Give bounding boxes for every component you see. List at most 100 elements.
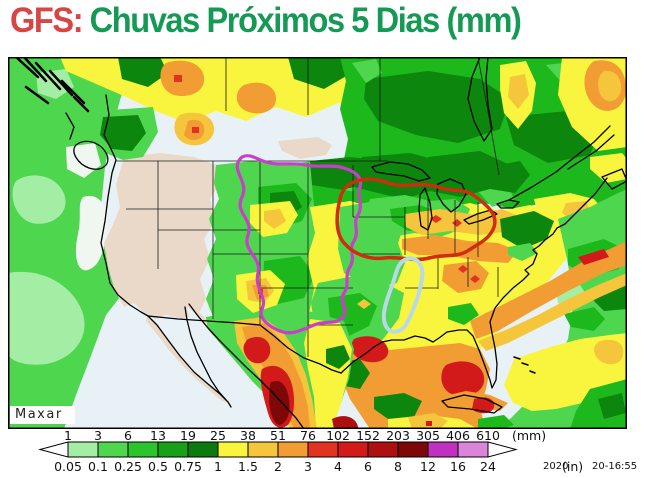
- legend-in-row: 2020 20-16:55 0.05 0.1 0.25 0.5 0.75 1 1.5 2 3 4 6…: [0, 459, 654, 474]
- legend-tick-label: 6: [364, 459, 372, 474]
- blue-outlook-contour: [381, 256, 425, 334]
- precip-region: [402, 235, 518, 263]
- contour-layer: [235, 154, 497, 335]
- precip-region: [269, 380, 290, 425]
- legend-tick-label: 3: [94, 428, 102, 443]
- legend-tick-label: 25: [210, 428, 226, 443]
- legend-tick-label: 3: [304, 459, 312, 474]
- precip-region: [192, 127, 199, 133]
- precip-region: [598, 70, 622, 102]
- precip-region: [12, 175, 66, 224]
- precip-region: [578, 249, 609, 265]
- precip-region: [352, 59, 382, 83]
- cuba-coastline: [441, 394, 503, 414]
- province-borders: [225, 57, 500, 176]
- legend-tick-label: 19: [180, 428, 196, 443]
- legend-tick-label: 0.1: [88, 459, 108, 474]
- legend-tick-label: 610: [476, 428, 500, 443]
- legend-color-cell: [127, 441, 159, 458]
- legend-color-cell: [307, 441, 339, 458]
- legend-tick-label: 0.05: [54, 459, 82, 474]
- legend-tick-label: 1.5: [238, 459, 258, 474]
- lake-superior: [371, 161, 431, 182]
- precip-region: [332, 416, 358, 429]
- precip-region: [448, 303, 479, 325]
- haida-gwaii: [65, 112, 75, 140]
- precip-region: [187, 306, 252, 381]
- precip-region: [104, 153, 220, 319]
- lake-huron: [436, 178, 467, 213]
- color-scale-legend: 1 3 6 13 19 25 38 51 76 102 152 203 305 406 610 (mm) 20…: [0, 428, 654, 478]
- st-lawrence-river: [508, 125, 615, 201]
- lake-ontario: [496, 199, 520, 209]
- legend-color-cell: [277, 441, 309, 458]
- precip-region: [472, 397, 495, 414]
- legend-tick-label: 2: [274, 459, 282, 474]
- legend-color-cell: [397, 441, 429, 458]
- precip-region: [442, 261, 489, 293]
- lake-michigan: [418, 187, 433, 231]
- precip-region: [564, 307, 605, 331]
- timestamp-time: 20-16:55: [592, 461, 638, 472]
- precip-region: [326, 345, 350, 369]
- legend-tick-label: 0.75: [174, 459, 202, 474]
- precip-region: [470, 241, 627, 339]
- legend-color-cell: [337, 441, 369, 458]
- legend-tick-label: 12: [420, 459, 436, 474]
- legend-colorbar: [38, 441, 518, 458]
- legend-tick-label: 6: [124, 428, 132, 443]
- precip-region: [100, 115, 146, 151]
- legend-color-cell: [157, 441, 189, 458]
- precip-region: [426, 421, 432, 426]
- timestamp-year: 2020: [543, 461, 569, 472]
- vancouver-island: [73, 140, 109, 170]
- legend-tick-label: 1: [214, 459, 222, 474]
- legend-tick-label: 0.5: [148, 459, 168, 474]
- gulf-atlantic-coastline: [340, 177, 608, 389]
- precip-region: [288, 57, 348, 89]
- legend-tick-label: 24: [480, 459, 496, 474]
- precip-region: [470, 275, 480, 283]
- us-mexico-border: [147, 315, 342, 374]
- legend-tick-label: 8: [394, 459, 402, 474]
- maxar-watermark: Maxar: [10, 406, 75, 424]
- bahamas-islands: [513, 356, 536, 374]
- legend-tick-label: 76: [300, 428, 316, 443]
- legend-color-cell: [187, 441, 219, 458]
- precip-region: [357, 299, 371, 309]
- map-svg: [8, 57, 627, 429]
- legend-tick-label: 203: [386, 428, 410, 443]
- title-model-name: GFS:: [10, 1, 84, 40]
- james-bay-coastline: [467, 57, 493, 142]
- legend-tick-label: 51: [270, 428, 286, 443]
- precip-region: [236, 82, 276, 114]
- precip-region: [452, 219, 462, 227]
- precip-region: [8, 271, 85, 365]
- legend-tick-label: 38: [240, 428, 256, 443]
- precip-region: [590, 153, 627, 183]
- lake-erie: [463, 209, 498, 225]
- precip-region: [174, 75, 182, 82]
- coastline-layer: [14, 57, 627, 429]
- mexico-coastline: [188, 303, 305, 429]
- legend-tick-label: 152: [356, 428, 380, 443]
- precip-region: [594, 339, 624, 365]
- legend-color-cell: [457, 441, 489, 458]
- precip-region: [243, 336, 271, 364]
- red-outlook-contour: [335, 177, 497, 262]
- pacific-coastline: [100, 94, 149, 317]
- precip-region: [160, 60, 205, 97]
- alaska-panhandle-coast: [14, 57, 90, 113]
- precip-fill-layer: [8, 57, 627, 429]
- legend-tick-label: 1: [64, 428, 72, 443]
- magenta-outlook-contour: [235, 154, 363, 335]
- legend-right-arrow: [487, 441, 518, 458]
- legend-tick-label: 13: [150, 428, 166, 443]
- legend-color-cell: [427, 441, 459, 458]
- nova-scotia-coastline: [601, 168, 627, 190]
- precipitation-map: Maxar: [8, 57, 627, 429]
- title-main-text: Chuvas Próximos 5 Dias (mm): [89, 1, 522, 40]
- legend-unit-label: (mm): [512, 428, 547, 443]
- legend-tick-label: 4: [334, 459, 342, 474]
- precip-region: [364, 71, 510, 143]
